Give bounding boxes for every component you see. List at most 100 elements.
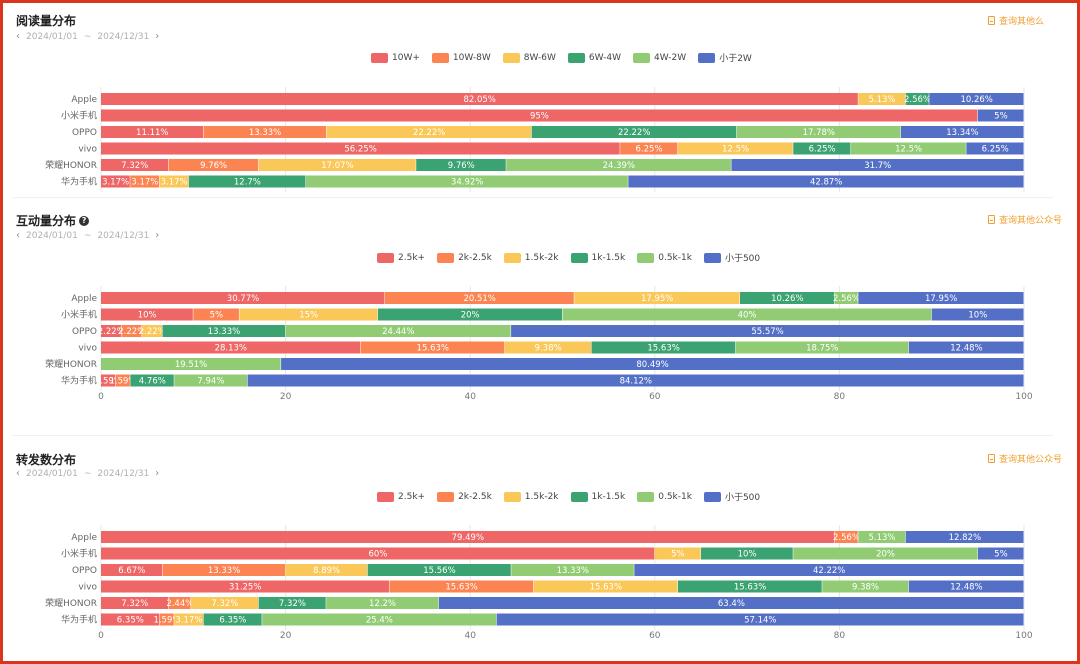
bar-segment[interactable] [739,292,835,304]
bar-segment[interactable] [620,142,678,155]
bar-segment[interactable] [101,175,130,188]
bar-segment[interactable] [281,358,1024,370]
bar-segment[interactable] [101,159,169,171]
bar-segment[interactable] [905,531,1024,543]
bar-segment[interactable] [258,597,326,609]
bar-segment[interactable] [416,159,506,171]
bar-segment[interactable] [628,175,1024,188]
bar-segment[interactable] [850,142,966,155]
bar-segment[interactable] [285,564,368,576]
bar-segment[interactable] [174,374,248,387]
bar-segment[interactable] [101,613,160,626]
bar-segment[interactable] [574,292,740,304]
bar-segment[interactable] [188,175,306,188]
bar-segment[interactable] [793,142,851,155]
bar-segment[interactable] [203,126,327,138]
bar-segment[interactable] [101,547,655,560]
bar-segment[interactable] [247,374,1024,387]
bar-segment[interactable] [193,308,239,321]
bar-segment[interactable] [562,308,932,321]
bar-segment[interactable] [101,325,121,337]
bar-segment[interactable] [506,159,731,171]
bar-segment[interactable] [191,597,259,609]
bar-segment[interactable] [677,580,822,593]
bar-segment[interactable] [511,564,634,576]
legend-item[interactable]: 0.5k-1k [637,251,692,264]
legend-item[interactable]: 6W-4W [567,51,621,64]
bar-segment[interactable] [834,292,858,304]
legend-item[interactable]: 10W-8W [431,51,491,64]
bar-segment[interactable] [496,613,1024,626]
legend-item[interactable]: 1k-1.5k [570,490,625,503]
legend-item[interactable]: 1.5k-2k [503,251,559,264]
bar-segment[interactable] [101,109,978,122]
bar-segment[interactable] [285,325,511,337]
bar-segment[interactable] [159,613,174,626]
bar-segment[interactable] [634,564,1024,576]
bar-segment[interactable] [101,292,385,304]
bar-segment[interactable] [977,547,1024,560]
query-other-button[interactable]: 查询其他么 [988,14,1044,27]
prev-date-icon[interactable]: ‹ [16,230,20,241]
legend-item[interactable]: 4W-2W [633,51,686,64]
bar-segment[interactable] [385,292,574,304]
bar-segment[interactable] [101,564,163,576]
date-end[interactable]: 2024/12/31 [97,31,150,42]
bar-segment[interactable] [735,341,909,354]
bar-segment[interactable] [931,308,1024,321]
legend-item[interactable]: 10W+ [371,51,420,64]
bar-segment[interactable] [101,142,620,155]
bar-segment[interactable] [438,597,1024,609]
bar-segment[interactable] [905,93,929,105]
bar-segment[interactable] [121,325,142,337]
legend-item[interactable]: 2.5k+ [377,251,425,264]
date-start[interactable]: 2024/01/01 [26,230,78,241]
query-other-button[interactable]: 查询其他公众号 [988,452,1062,465]
bar-segment[interactable] [677,142,793,155]
bar-segment[interactable] [326,126,532,138]
bar-segment[interactable] [908,341,1024,354]
prev-date-icon[interactable]: ‹ [16,468,20,479]
bar-segment[interactable] [977,109,1024,122]
bar-segment[interactable] [531,126,737,138]
bar-segment[interactable] [174,613,204,626]
bar-segment[interactable] [239,308,378,321]
bar-segment[interactable] [822,580,909,593]
bar-segment[interactable] [377,308,562,321]
query-other-button[interactable]: 查询其他公众号 [988,213,1062,226]
bar-segment[interactable] [929,93,1024,105]
legend-item[interactable]: 0.5k-1k [637,490,692,503]
bar-segment[interactable] [389,580,534,593]
bar-segment[interactable] [834,531,858,543]
bar-segment[interactable] [168,597,191,609]
bar-segment[interactable] [115,374,130,387]
bar-segment[interactable] [101,374,116,387]
legend-item[interactable]: 小于2W [698,51,752,64]
legend-item[interactable]: 2k-2.5k [437,490,492,503]
bar-segment[interactable] [700,547,793,560]
bar-segment[interactable] [258,159,416,171]
bar-segment[interactable] [130,175,160,188]
help-icon[interactable]: ? [79,215,90,226]
bar-segment[interactable] [504,341,591,354]
bar-segment[interactable] [101,93,858,105]
next-date-icon[interactable]: › [155,468,160,479]
legend-item[interactable]: 2.5k+ [377,490,425,503]
bar-segment[interactable] [101,308,193,321]
date-start[interactable]: 2024/01/01 [26,468,78,479]
bar-segment[interactable] [367,564,511,576]
bar-segment[interactable] [731,159,1024,171]
date-end[interactable]: 2024/12/31 [97,230,150,241]
bar-segment[interactable] [101,341,361,354]
next-date-icon[interactable]: › [155,31,160,42]
bar-segment[interactable] [162,564,286,576]
bar-segment[interactable] [966,142,1024,155]
bar-segment[interactable] [262,613,497,626]
bar-segment[interactable] [858,93,906,105]
date-end[interactable]: 2024/12/31 [97,468,150,479]
legend-item[interactable]: 8W-6W [502,51,556,64]
bar-segment[interactable] [900,126,1024,138]
bar-segment[interactable] [101,126,204,138]
bar-segment[interactable] [101,580,389,593]
bar-segment[interactable] [326,597,439,609]
